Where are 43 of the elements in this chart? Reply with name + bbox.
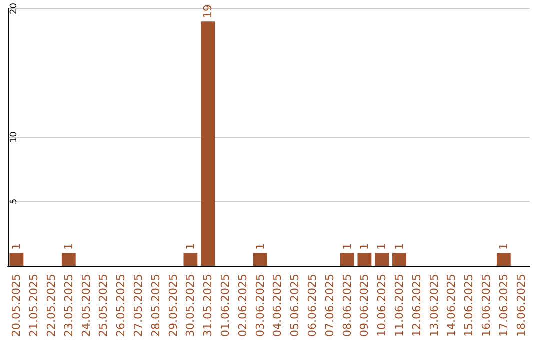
x-tick-label: 20.05.2025 bbox=[10, 274, 24, 338]
data-label: 1 bbox=[376, 243, 389, 250]
x-tick-label: 16.06.2025 bbox=[480, 274, 493, 338]
data-label: 1 bbox=[184, 243, 198, 250]
y-tick-label: 10 bbox=[10, 131, 20, 144]
data-label: 1 bbox=[254, 243, 267, 250]
data-label: 1 bbox=[340, 243, 354, 250]
data-label: 1 bbox=[497, 243, 510, 250]
x-tick-label: 13.06.2025 bbox=[428, 274, 441, 338]
x-tick-label: 12.06.2025 bbox=[410, 274, 424, 338]
data-label: 1 bbox=[358, 243, 372, 250]
x-tick-label: 23.05.2025 bbox=[62, 274, 76, 338]
y-tick-label: 5 bbox=[10, 198, 20, 205]
data-label: 1 bbox=[10, 243, 24, 250]
x-tick-label: 28.05.2025 bbox=[149, 274, 162, 338]
x-tick-label: 06.06.2025 bbox=[306, 274, 319, 338]
x-tick-label: 07.06.2025 bbox=[323, 274, 336, 338]
x-tick-label: 14.06.2025 bbox=[445, 274, 458, 338]
x-tick-label: 02.06.2025 bbox=[236, 274, 250, 338]
x-tick-label: 09.06.2025 bbox=[358, 274, 372, 338]
x-tick-label: 21.05.2025 bbox=[28, 274, 41, 338]
x-tick-label: 29.05.2025 bbox=[166, 274, 180, 338]
x-tick-label: 26.05.2025 bbox=[114, 274, 128, 338]
y-tick-label: 20 bbox=[10, 2, 20, 14]
x-tick-label: 04.06.2025 bbox=[271, 274, 284, 338]
x-tick-label: 11.06.2025 bbox=[393, 274, 406, 338]
x-tick-label: 27.05.2025 bbox=[132, 274, 145, 338]
x-tick-label: 08.06.2025 bbox=[340, 274, 354, 338]
data-label: 1 bbox=[393, 243, 406, 250]
x-tick-label: 18.06.2025 bbox=[514, 274, 528, 338]
data-label: 19 bbox=[202, 4, 215, 19]
x-tick-label: 24.05.2025 bbox=[80, 274, 93, 338]
x-tick-label: 10.06.2025 bbox=[376, 274, 389, 338]
x-tick-label: 25.05.2025 bbox=[97, 274, 110, 338]
x-tick-label: 05.06.2025 bbox=[288, 274, 302, 338]
x-tick-label: 22.05.2025 bbox=[45, 274, 58, 338]
x-tick-label: 15.06.2025 bbox=[462, 274, 476, 338]
x-tick-label: 01.06.2025 bbox=[219, 274, 232, 338]
x-tick-label: 31.05.2025 bbox=[202, 274, 215, 338]
data-label: 1 bbox=[62, 243, 76, 250]
x-tick-label: 30.05.2025 bbox=[184, 274, 198, 338]
x-tick-label: 03.06.2025 bbox=[254, 274, 267, 338]
x-tick-label: 17.06.2025 bbox=[497, 274, 510, 338]
